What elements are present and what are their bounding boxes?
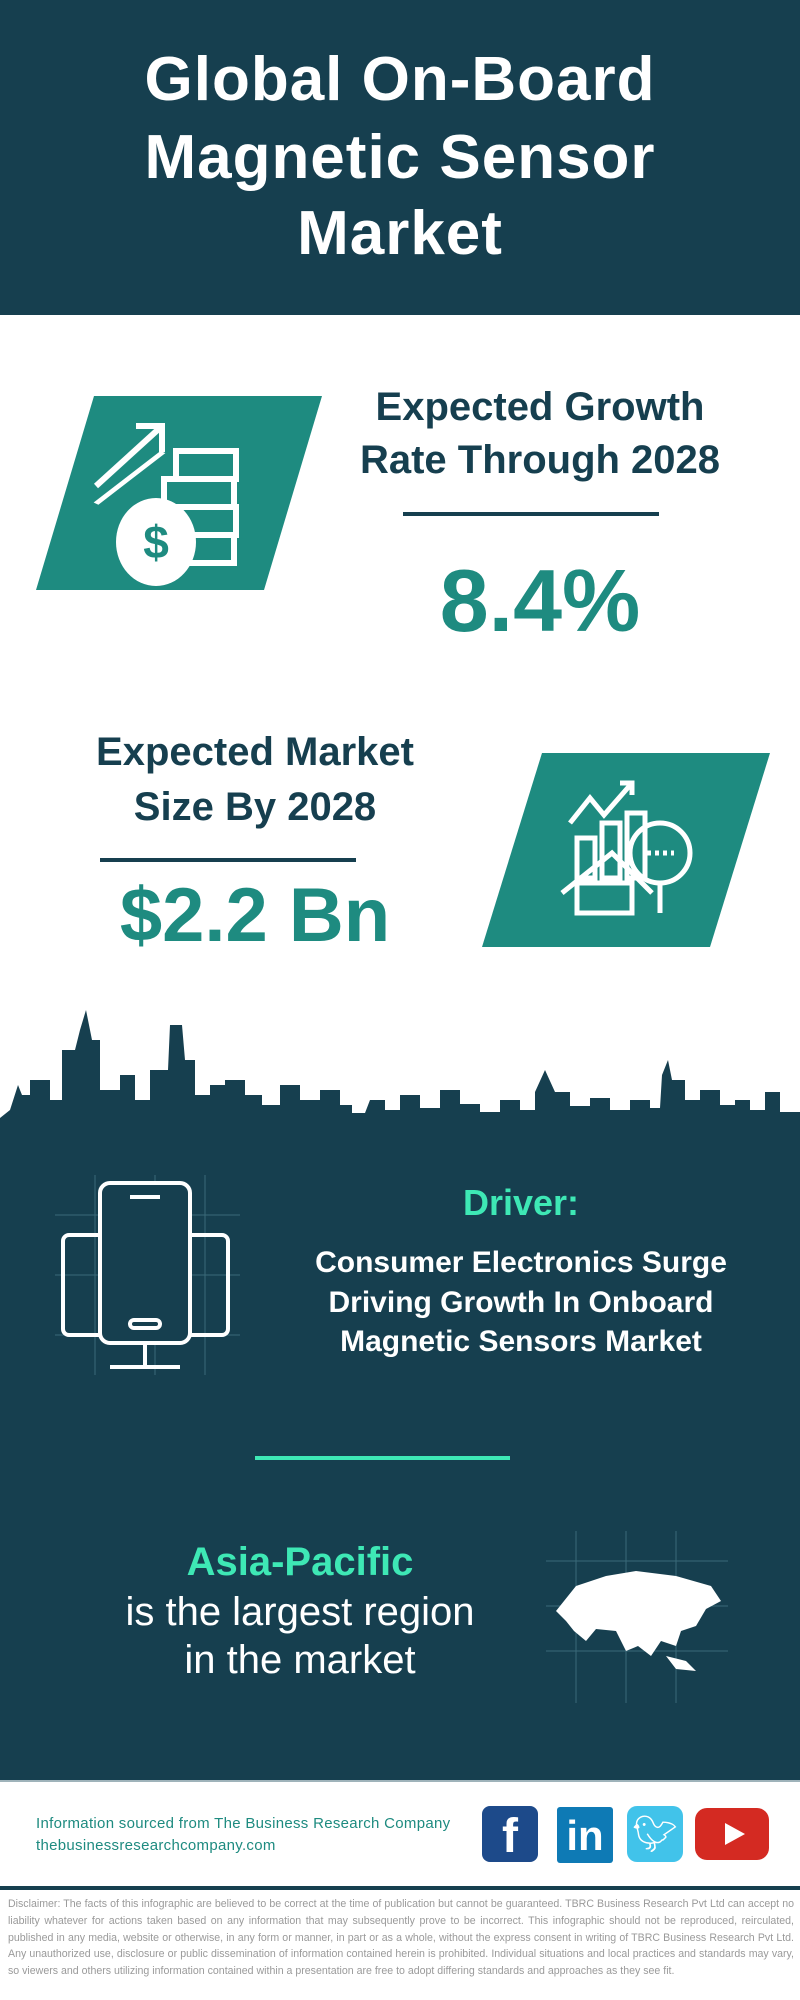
region-line-2: in the market — [184, 1638, 416, 1682]
region-line-1: is the largest region — [125, 1590, 475, 1634]
divider — [100, 858, 356, 862]
twitter-icon[interactable]: 🐦︎ — [627, 1806, 683, 1862]
market-label-2: Size By 2028 — [133, 785, 377, 829]
source-text: Information sourced from The Business Re… — [36, 1815, 451, 1832]
divider — [255, 1456, 510, 1460]
region-name: Asia-Pacific — [186, 1540, 414, 1584]
asia-map-icon — [546, 1531, 728, 1703]
city-skyline — [0, 1010, 800, 1125]
disclaimer: Disclaimer: The facts of this infographi… — [8, 1898, 794, 1978]
driver-line-3: Magnetic Sensors Market — [340, 1325, 702, 1358]
divider — [0, 1780, 800, 1782]
source-url[interactable]: thebusinessresearchcompany.com — [36, 1837, 276, 1854]
facebook-icon[interactable]: f — [482, 1806, 538, 1863]
svg-text:$: $ — [143, 516, 169, 568]
market-value: $2.2 Bn — [119, 873, 391, 958]
growth-value: 8.4% — [439, 551, 641, 650]
header-banner — [0, 0, 800, 315]
growth-label-2: Rate Through 2028 — [359, 438, 721, 482]
driver-heading: Driver: — [462, 1182, 580, 1223]
growth-label-1: Expected Growth — [375, 385, 705, 429]
driver-line-2: Driving Growth In Onboard — [328, 1286, 714, 1319]
divider — [0, 1886, 800, 1890]
market-analysis-icon — [482, 753, 770, 947]
phone-monitor-icon — [55, 1175, 240, 1375]
title-line-3: Market — [297, 199, 503, 268]
youtube-icon[interactable] — [695, 1808, 769, 1860]
linkedin-icon[interactable]: in — [557, 1807, 613, 1863]
title-line-1: Global On-Board — [144, 45, 656, 114]
dollar-coins-growth-icon: $ — [36, 396, 322, 590]
title-line-2: Magnetic Sensor — [144, 123, 656, 192]
driver-line-1: Consumer Electronics Surge — [315, 1246, 727, 1279]
divider — [403, 512, 659, 516]
market-label-1: Expected Market — [96, 730, 414, 774]
